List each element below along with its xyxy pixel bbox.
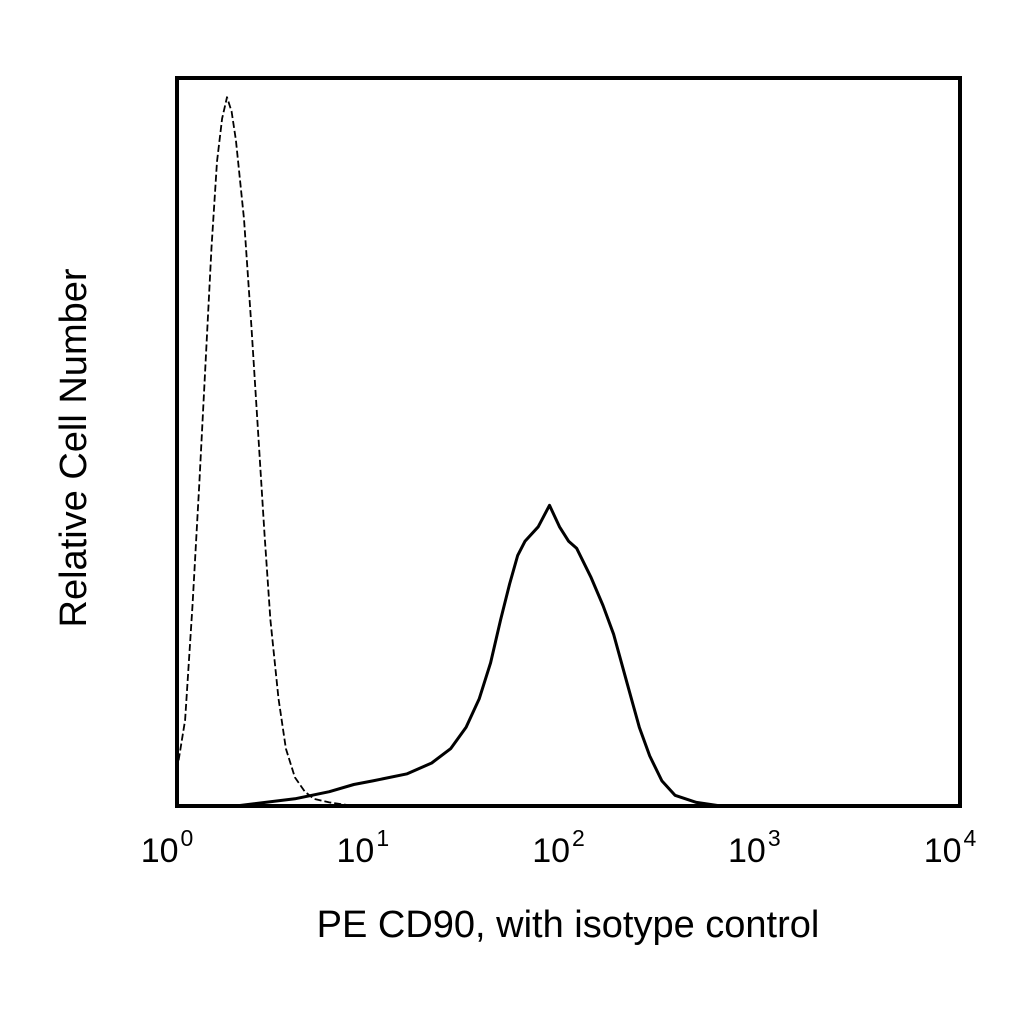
y-axis-title: Relative Cell Number xyxy=(53,268,95,627)
cd90-histogram xyxy=(235,503,960,808)
series-layer xyxy=(176,96,960,808)
x-tick-label: 101 xyxy=(336,825,389,870)
x-tick-label: 102 xyxy=(532,825,585,870)
plot-frame xyxy=(175,76,962,808)
x-axis-title: PE CD90, with isotype control xyxy=(317,904,820,946)
x-tick-labels: 100 101 102 103 104 xyxy=(141,825,977,870)
x-tick-label: 103 xyxy=(728,825,781,870)
x-tick-label: 104 xyxy=(924,825,977,870)
isotype-control-histogram xyxy=(176,96,354,807)
x-tick-label: 100 xyxy=(141,825,194,870)
